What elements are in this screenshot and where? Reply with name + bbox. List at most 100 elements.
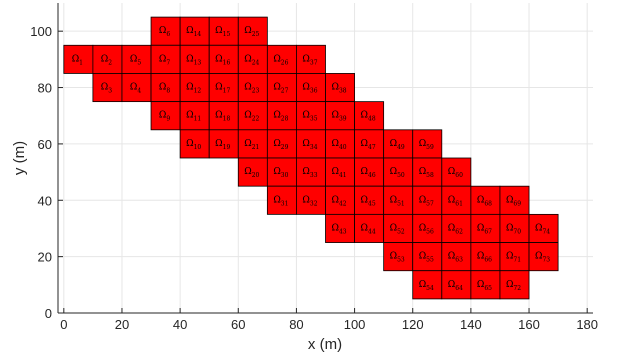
cell-label-omega-54: Ω54 xyxy=(419,280,434,292)
cell-label-omega-10: Ω10 xyxy=(186,139,201,151)
cell-label-omega-33: Ω33 xyxy=(302,167,317,179)
cell-label-omega-18: Ω18 xyxy=(215,111,230,123)
cell-label-omega-17: Ω17 xyxy=(215,83,230,95)
cell-omega-49 xyxy=(383,129,414,159)
cell-label-omega-38: Ω38 xyxy=(331,83,346,95)
cell-omega-46 xyxy=(354,157,385,187)
cell-label-omega-37: Ω37 xyxy=(302,54,317,66)
cell-label-omega-48: Ω48 xyxy=(361,111,376,123)
cell-omega-25 xyxy=(237,16,268,46)
cell-omega-69 xyxy=(499,185,530,215)
cell-label-omega-57: Ω57 xyxy=(419,195,434,207)
cell-omega-14 xyxy=(179,16,210,46)
cell-label-omega-19: Ω19 xyxy=(215,139,230,151)
cell-label-omega-58: Ω58 xyxy=(419,167,434,179)
cell-label-omega-50: Ω50 xyxy=(390,167,405,179)
cell-omega-37 xyxy=(296,44,326,74)
cell-label-omega-70: Ω70 xyxy=(506,223,521,235)
y-axis-label: y (m) xyxy=(11,141,28,175)
cell-label-omega-15: Ω15 xyxy=(215,26,230,38)
x-tick-label: 60 xyxy=(231,317,245,332)
cell-label-omega-22: Ω22 xyxy=(244,111,259,123)
cell-label-omega-27: Ω27 xyxy=(273,83,288,95)
cell-label-omega-59: Ω59 xyxy=(419,139,434,151)
cell-label-omega-13: Ω13 xyxy=(186,54,201,66)
cell-label-omega-74: Ω74 xyxy=(535,223,550,235)
cell-label-omega-65: Ω65 xyxy=(477,280,492,292)
cell-label-omega-41: Ω41 xyxy=(331,167,346,179)
cell-omega-1 xyxy=(63,44,94,74)
cell-label-omega-1: Ω1 xyxy=(72,54,83,66)
cell-label-omega-26: Ω26 xyxy=(273,54,288,66)
cell-omega-64 xyxy=(441,270,472,300)
cell-label-omega-60: Ω60 xyxy=(448,167,463,179)
cell-omega-4 xyxy=(121,73,152,103)
cell-omega-34 xyxy=(296,129,326,159)
x-tick-label: 100 xyxy=(344,317,366,332)
cell-label-omega-52: Ω52 xyxy=(390,223,405,235)
cell-omega-23 xyxy=(237,73,268,103)
cell-omega-67 xyxy=(470,213,501,243)
cell-label-omega-51: Ω51 xyxy=(390,195,405,207)
cell-label-omega-6: Ω6 xyxy=(159,26,170,38)
cell-label-omega-4: Ω4 xyxy=(130,83,141,95)
cell-label-omega-14: Ω14 xyxy=(186,26,201,38)
cell-label-omega-64: Ω64 xyxy=(448,280,463,292)
x-tick-label: 40 xyxy=(173,317,187,332)
cell-omega-65 xyxy=(470,270,501,300)
cell-label-omega-42: Ω42 xyxy=(331,195,346,207)
cell-label-omega-43: Ω43 xyxy=(331,223,346,235)
cell-label-omega-39: Ω39 xyxy=(331,111,346,123)
cell-label-omega-30: Ω30 xyxy=(273,167,288,179)
cell-label-omega-24: Ω24 xyxy=(244,54,259,66)
cell-label-omega-49: Ω49 xyxy=(390,139,405,151)
x-tick-label: 180 xyxy=(576,317,598,332)
cell-label-omega-62: Ω62 xyxy=(448,223,463,235)
cell-omega-55 xyxy=(412,242,443,272)
cell-label-omega-47: Ω47 xyxy=(361,139,376,151)
cell-omega-43 xyxy=(325,213,355,243)
y-tick-label: 20 xyxy=(38,250,52,265)
cell-omega-10 xyxy=(179,129,210,159)
y-tick-label: 100 xyxy=(30,24,52,39)
cell-label-omega-9: Ω9 xyxy=(159,111,170,123)
cell-label-omega-56: Ω56 xyxy=(419,223,434,235)
cell-label-omega-32: Ω32 xyxy=(302,195,317,207)
y-tick-label: 60 xyxy=(38,137,52,152)
cell-label-omega-28: Ω28 xyxy=(273,111,288,123)
cell-omega-71 xyxy=(499,242,530,272)
cell-omega-73 xyxy=(528,242,559,272)
cell-label-omega-71: Ω71 xyxy=(506,252,521,264)
y-tick-label: 0 xyxy=(45,306,52,321)
x-tick-label: 0 xyxy=(60,317,67,332)
cell-label-omega-61: Ω61 xyxy=(448,195,463,207)
cell-omega-72 xyxy=(499,270,530,300)
cell-omega-5 xyxy=(121,44,152,74)
cell-label-omega-29: Ω29 xyxy=(273,139,288,151)
cell-label-omega-46: Ω46 xyxy=(361,167,376,179)
cell-label-omega-69: Ω69 xyxy=(506,195,521,207)
cell-label-omega-25: Ω25 xyxy=(244,26,259,38)
cell-label-omega-7: Ω7 xyxy=(159,54,170,66)
cell-omega-32 xyxy=(296,185,326,215)
cell-label-omega-63: Ω63 xyxy=(448,252,463,264)
cell-label-omega-67: Ω67 xyxy=(477,223,492,235)
cell-label-omega-72: Ω72 xyxy=(506,280,521,292)
cell-label-omega-16: Ω16 xyxy=(215,54,230,66)
cell-omega-38 xyxy=(325,73,355,103)
cells: Ω6 Ω14 Ω15 Ω25 Ω1 Ω2 Ω5 Ω7 Ω13 Ω16 Ω24 Ω26 Ω37 Ω3 Ω4 Ω8… xyxy=(63,16,559,300)
cell-label-omega-55: Ω55 xyxy=(419,252,434,264)
y-tick-label: 80 xyxy=(38,81,52,96)
cell-label-omega-44: Ω44 xyxy=(361,223,376,235)
cell-label-omega-34: Ω34 xyxy=(302,139,317,151)
cell-label-omega-45: Ω45 xyxy=(361,195,376,207)
cell-omega-74 xyxy=(528,213,559,243)
cell-label-omega-5: Ω5 xyxy=(130,54,141,66)
cell-label-omega-68: Ω68 xyxy=(477,195,492,207)
cell-omega-22 xyxy=(237,101,268,131)
x-tick-label: 80 xyxy=(289,317,303,332)
x-tick-label: 140 xyxy=(460,317,482,332)
cell-omega-27 xyxy=(266,73,297,103)
cell-label-omega-35: Ω35 xyxy=(302,111,317,123)
